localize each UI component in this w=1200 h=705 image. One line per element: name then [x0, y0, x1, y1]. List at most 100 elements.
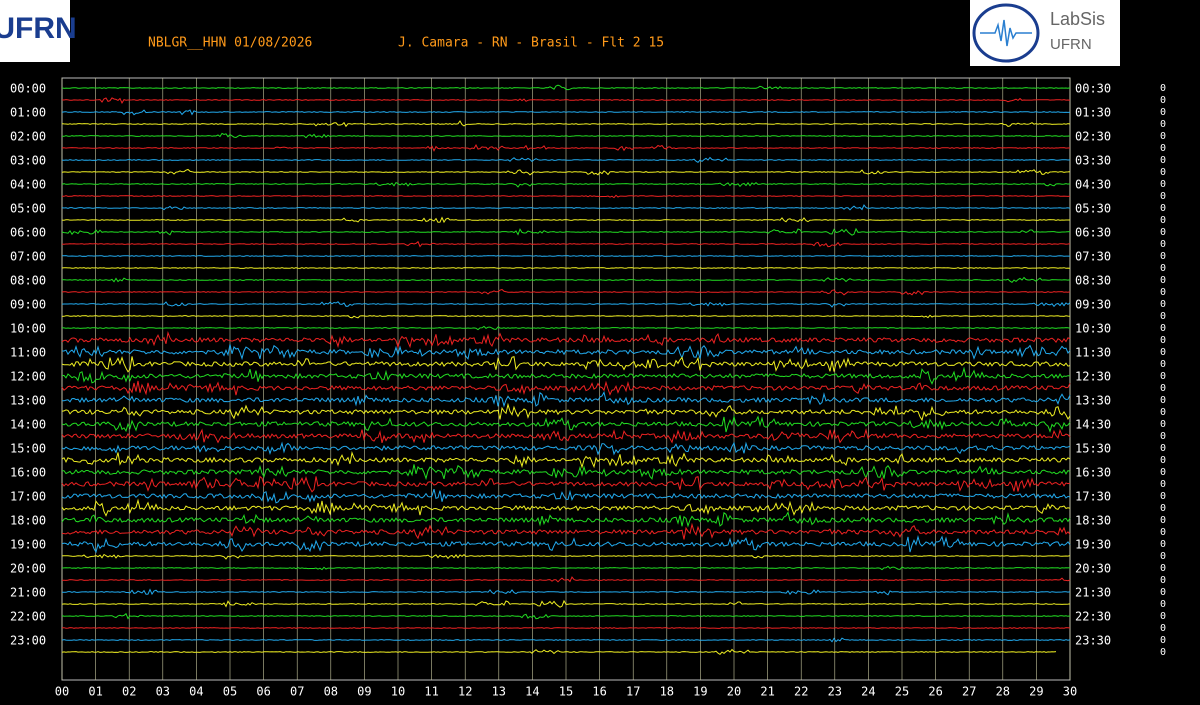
trace: [61, 227, 1071, 236]
count-label: 0: [1160, 515, 1166, 526]
count-label: 0: [1160, 191, 1166, 202]
trace: [61, 380, 1071, 396]
hour-label: 02:00: [10, 130, 46, 144]
minute-label: 16: [592, 685, 606, 699]
trace: [62, 276, 1071, 284]
half-hour-label: 13:30: [1075, 394, 1111, 408]
trace: [61, 143, 1071, 152]
trace: [61, 84, 1071, 91]
trace: [61, 97, 1071, 104]
count-label: 0: [1160, 131, 1166, 142]
trace: [61, 181, 1071, 188]
hour-label: 17:00: [10, 490, 46, 504]
trace: [61, 648, 1057, 656]
trace: [61, 288, 1071, 296]
count-label: 0: [1160, 539, 1166, 550]
minute-label: 11: [424, 685, 438, 699]
hour-label: 06:00: [10, 226, 46, 240]
hour-label: 04:00: [10, 178, 46, 192]
count-label: 0: [1160, 275, 1166, 286]
half-hour-label: 06:30: [1075, 226, 1111, 240]
count-label: 0: [1160, 179, 1166, 190]
half-hour-label: 20:30: [1075, 562, 1111, 576]
minute-label: 18: [660, 685, 674, 699]
minute-label: 15: [559, 685, 573, 699]
trace: [61, 168, 1071, 176]
minute-label: 03: [156, 685, 170, 699]
count-label: 0: [1160, 83, 1166, 94]
count-label: 0: [1160, 491, 1166, 502]
count-label: 0: [1160, 611, 1166, 622]
minute-label: 13: [492, 685, 506, 699]
count-label: 0: [1160, 635, 1166, 646]
count-label: 0: [1160, 503, 1166, 514]
trace: [61, 599, 1071, 608]
minute-label: 22: [794, 685, 808, 699]
hour-label: 03:00: [10, 154, 46, 168]
count-label: 0: [1160, 311, 1166, 322]
trace: [61, 267, 1071, 269]
trace: [61, 588, 1071, 596]
minute-label: 06: [256, 685, 270, 699]
count-label: 0: [1160, 335, 1166, 346]
left-logo: UFRN: [0, 12, 77, 45]
hour-label: 08:00: [10, 274, 46, 288]
count-label: 0: [1160, 203, 1166, 214]
count-label: 0: [1160, 623, 1166, 634]
trace: [61, 204, 1071, 211]
trace: [61, 450, 1071, 469]
trace: [61, 325, 1071, 331]
count-label: 0: [1160, 419, 1166, 430]
trace: [62, 344, 1071, 361]
minute-label: 28: [996, 685, 1010, 699]
count-label: 0: [1160, 443, 1166, 454]
half-hour-label: 05:30: [1075, 202, 1111, 216]
count-label: 0: [1160, 263, 1166, 274]
right-logo-title: LabSis: [1050, 9, 1105, 29]
minute-label: 26: [928, 685, 942, 699]
trace: [61, 156, 1071, 164]
count-label: 0: [1160, 599, 1166, 610]
half-hour-label: 01:30: [1075, 106, 1111, 120]
count-label: 0: [1160, 107, 1166, 118]
minute-label: 08: [324, 685, 338, 699]
trace: [61, 627, 1071, 629]
half-hour-label: 21:30: [1075, 586, 1111, 600]
trace: [62, 255, 1070, 257]
hour-label: 12:00: [10, 370, 46, 384]
trace: [61, 109, 1071, 116]
count-label: 0: [1160, 563, 1166, 574]
half-hour-label: 18:30: [1075, 514, 1111, 528]
half-hour-label: 12:30: [1075, 370, 1111, 384]
hour-label: 21:00: [10, 586, 46, 600]
count-label: 0: [1160, 383, 1166, 394]
trace: [61, 330, 1071, 349]
minute-label: 30: [1063, 685, 1077, 699]
count-label: 0: [1160, 371, 1166, 382]
minute-label: 09: [357, 685, 371, 699]
trace: [62, 464, 1071, 481]
count-label: 0: [1160, 359, 1166, 370]
trace: [61, 314, 1071, 319]
hour-label: 23:00: [10, 634, 46, 648]
minute-label: 29: [1029, 685, 1043, 699]
hour-label: 20:00: [10, 562, 46, 576]
count-label: 0: [1160, 251, 1166, 262]
hour-label: 05:00: [10, 202, 46, 216]
half-hour-label: 02:30: [1075, 130, 1111, 144]
minute-label: 05: [223, 685, 237, 699]
trace: [61, 366, 1071, 385]
count-label: 0: [1160, 155, 1166, 166]
trace: [61, 576, 1071, 583]
trace: [61, 120, 1071, 128]
trace: [61, 301, 1071, 308]
count-label: 0: [1160, 119, 1166, 130]
trace: [62, 132, 1071, 139]
trace: [61, 475, 1071, 493]
count-label: 0: [1160, 551, 1166, 562]
count-label: 0: [1160, 227, 1166, 238]
trace: [61, 402, 1071, 422]
minute-label: 12: [458, 685, 472, 699]
minute-label: 24: [861, 685, 875, 699]
hour-label: 11:00: [10, 346, 46, 360]
